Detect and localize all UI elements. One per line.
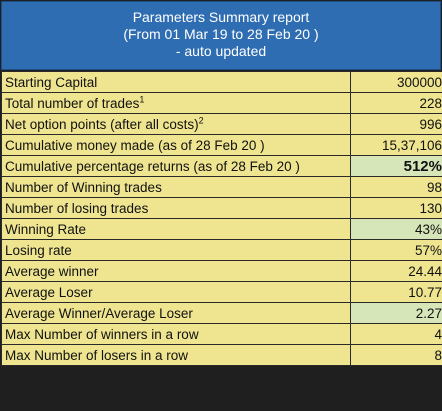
row-label: Total number of trades1 — [1, 93, 351, 114]
row-label-text: Cumulative percentage returns (as of 28 … — [5, 158, 300, 174]
table-row: Average Loser 10.77 — [1, 282, 442, 303]
row-value: 8 — [351, 345, 442, 366]
row-label-text: Losing rate — [5, 242, 72, 258]
table-row: Losing rate 57% — [1, 240, 442, 261]
row-value: 228 — [351, 93, 442, 114]
row-label-text: Average winner — [5, 263, 99, 279]
row-value: 300000 — [351, 71, 442, 93]
table-row: Number of losing trades 130 — [1, 198, 442, 219]
report-update-note: - auto updated — [175, 43, 267, 59]
row-value: 57% — [351, 240, 442, 261]
row-label: Winning Rate — [1, 219, 351, 240]
row-label-text: Number of Winning trades — [5, 179, 162, 195]
table-row: Net option points (after all costs)2 996 — [1, 114, 442, 135]
row-value: 996 — [351, 114, 442, 135]
summary-table: Starting Capital 300000 Total number of tr… — [1, 71, 442, 366]
table-row: Average winner 24.44 — [1, 261, 442, 282]
row-label-text: Max Number of losers in a row — [5, 347, 189, 363]
row-label: Starting Capital — [1, 71, 351, 93]
row-value: 130 — [351, 198, 442, 219]
table-row: Number of Winning trades 98 — [1, 177, 442, 198]
table-row: Max Number of winners in a row 4 — [1, 324, 442, 345]
row-label: Number of Winning trades — [1, 177, 351, 198]
table-row: Winning Rate 43% — [1, 219, 442, 240]
row-label-text: Cumulative money made (as of 28 Feb 20 ) — [5, 137, 265, 153]
footnote-marker: 1 — [139, 94, 145, 104]
row-value: 98 — [351, 177, 442, 198]
row-label: Cumulative money made (as of 28 Feb 20 ) — [1, 135, 351, 156]
row-value: 10.77 — [351, 282, 442, 303]
row-label: Net option points (after all costs)2 — [1, 114, 351, 135]
footnote-marker: 2 — [198, 115, 204, 125]
table-row: Cumulative money made (as of 28 Feb 20 )… — [1, 135, 442, 156]
row-label: Cumulative percentage returns (as of 28 … — [1, 156, 351, 177]
row-value: 2.27 — [351, 303, 442, 324]
row-label: Average Winner/Average Loser — [1, 303, 351, 324]
row-label-text: Max Number of winners in a row — [5, 326, 199, 342]
row-label: Average winner — [1, 261, 351, 282]
row-label: Number of losing trades — [1, 198, 351, 219]
report-title: Parameters Summary report — [132, 9, 310, 25]
row-label: Max Number of losers in a row — [1, 345, 351, 366]
row-label-text: Average Loser — [5, 284, 93, 300]
row-label-text: Average Winner/Average Loser — [5, 305, 193, 321]
table-row: Starting Capital 300000 — [1, 71, 442, 93]
row-label-text: Starting Capital — [5, 74, 98, 90]
row-value: 43% — [351, 219, 442, 240]
summary-table-body: Starting Capital 300000 Total number of tr… — [1, 71, 442, 366]
row-label: Max Number of winners in a row — [1, 324, 351, 345]
row-value: 4 — [351, 324, 442, 345]
row-value: 24.44 — [351, 261, 442, 282]
table-row: Total number of trades1 228 — [1, 93, 442, 114]
table-row: Cumulative percentage returns (as of 28 … — [1, 156, 442, 177]
report-date-range: (From 01 Mar 19 to 28 Feb 20 ) — [123, 26, 319, 42]
row-label-text: Net option points (after all costs) — [5, 116, 199, 132]
table-row: Average Winner/Average Loser 2.27 — [1, 303, 442, 324]
row-label-text: Number of losing trades — [5, 200, 149, 216]
row-label-text: Total number of trades — [5, 95, 140, 111]
report-header: Parameters Summary report (From 01 Mar 1… — [1, 1, 441, 70]
row-label: Average Loser — [1, 282, 351, 303]
row-label-text: Winning Rate — [5, 221, 87, 237]
row-value: 15,37,106 — [351, 135, 442, 156]
row-label: Losing rate — [1, 240, 351, 261]
row-value: 512% — [351, 156, 442, 177]
table-row: Max Number of losers in a row 8 — [1, 345, 442, 366]
